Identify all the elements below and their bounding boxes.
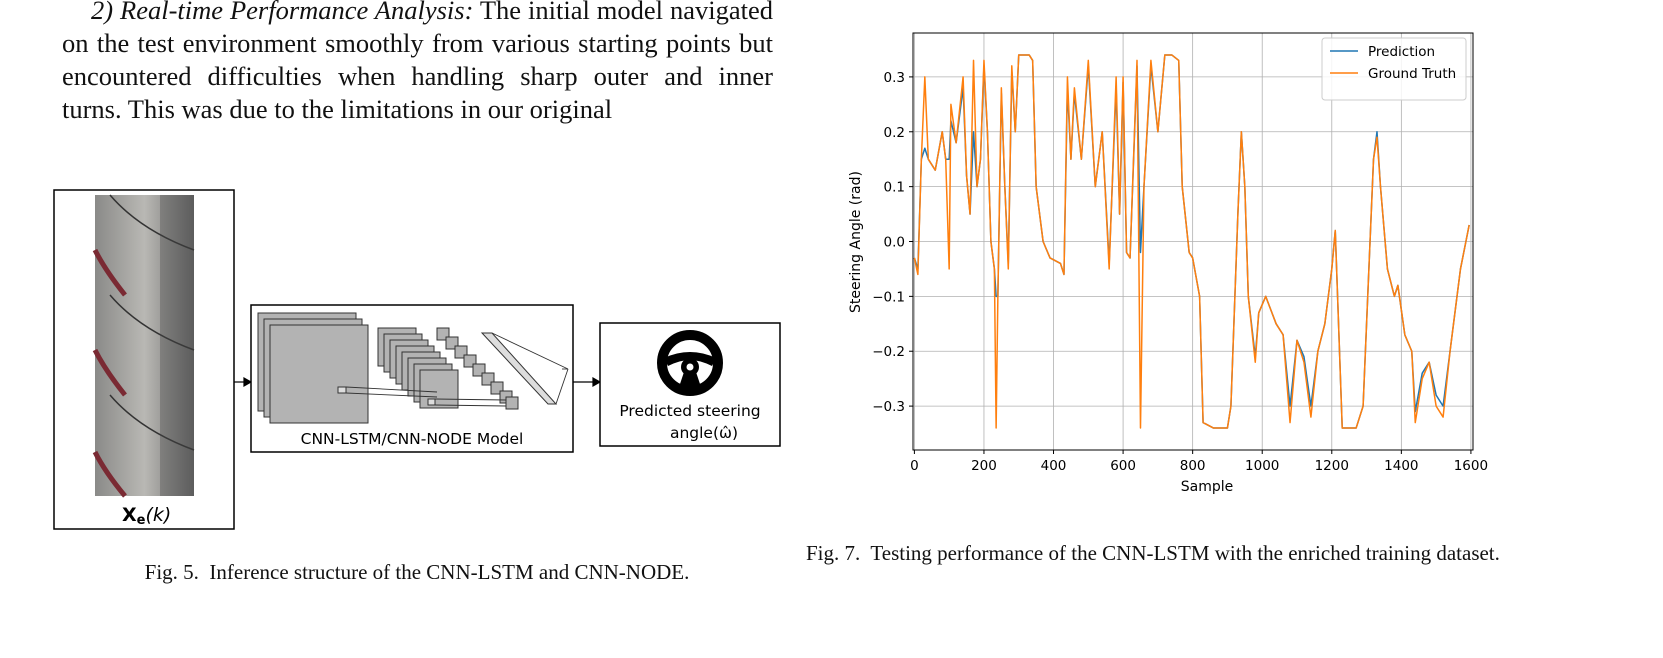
- image-frames: [92, 194, 195, 498]
- series-line: [913, 54, 1470, 429]
- y-tick-label: −0.3: [872, 399, 905, 415]
- plot-frame: [912, 32, 1474, 451]
- y-tick-label: 0.2: [884, 125, 905, 141]
- connections: [345, 332, 569, 407]
- figure5-caption: Fig. 5. Inference structure of the CNN-L…: [144, 560, 690, 584]
- legend-box: [1321, 37, 1467, 101]
- y-tick-label: 0.1: [884, 180, 905, 196]
- arrows: [234, 376, 602, 388]
- y-tick-label: −0.2: [872, 344, 905, 360]
- chart: Sample Steering Angle (rad) 0 200 400 600 80…: [848, 32, 1488, 495]
- input-subscript: e: [137, 513, 146, 528]
- paragraph-heading: 2) Real-time Performance Analysis:: [91, 0, 474, 25]
- input-symbol: X: [122, 504, 137, 526]
- x-tick-label: 200: [971, 458, 997, 474]
- paragraph-body: The initial model navigated on the test …: [62, 0, 773, 124]
- steering-wheel-icon: [657, 330, 723, 396]
- x-tick-label: 600: [1110, 458, 1136, 474]
- x-tick-label: 400: [1041, 458, 1067, 474]
- legend: Prediction Ground Truth: [1321, 37, 1467, 101]
- x-tick-label: 0: [910, 458, 919, 474]
- output-label: angle(ω̂): [670, 424, 738, 442]
- input-argument: (k): [145, 504, 171, 526]
- model-label: CNN-LSTM/CNN-NODE Model: [301, 430, 524, 448]
- y-tick-label: 0.3: [884, 70, 905, 86]
- legend-label: Prediction: [1368, 44, 1435, 60]
- legend-label: Ground Truth: [1368, 66, 1456, 82]
- cnn-layers: [257, 312, 558, 424]
- x-tick-label: 1400: [1384, 458, 1418, 474]
- input-label: Xe(k): [122, 504, 171, 528]
- figure7-caption: Fig. 7. Testing performance of the CNN-L…: [806, 541, 1500, 565]
- x-tick-label: 800: [1180, 458, 1206, 474]
- y-axis-label: Steering Angle (rad): [848, 171, 864, 313]
- x-axis-label: Sample: [1181, 479, 1234, 495]
- x-tick-label: 1600: [1454, 458, 1488, 474]
- y-tick-label: −0.1: [872, 289, 905, 305]
- x-tick-label: 1000: [1245, 458, 1279, 474]
- x-tick-label: 1200: [1315, 458, 1349, 474]
- figure5-diagram: Xe(k) CNN-LSTM/CNN-NODE Model Predicted …: [53, 189, 781, 530]
- paragraph: 2) Real-time Performance Analysis: The i…: [62, 0, 773, 126]
- output-label: Predicted steering: [619, 402, 760, 420]
- y-tick-label: 0.0: [884, 235, 905, 251]
